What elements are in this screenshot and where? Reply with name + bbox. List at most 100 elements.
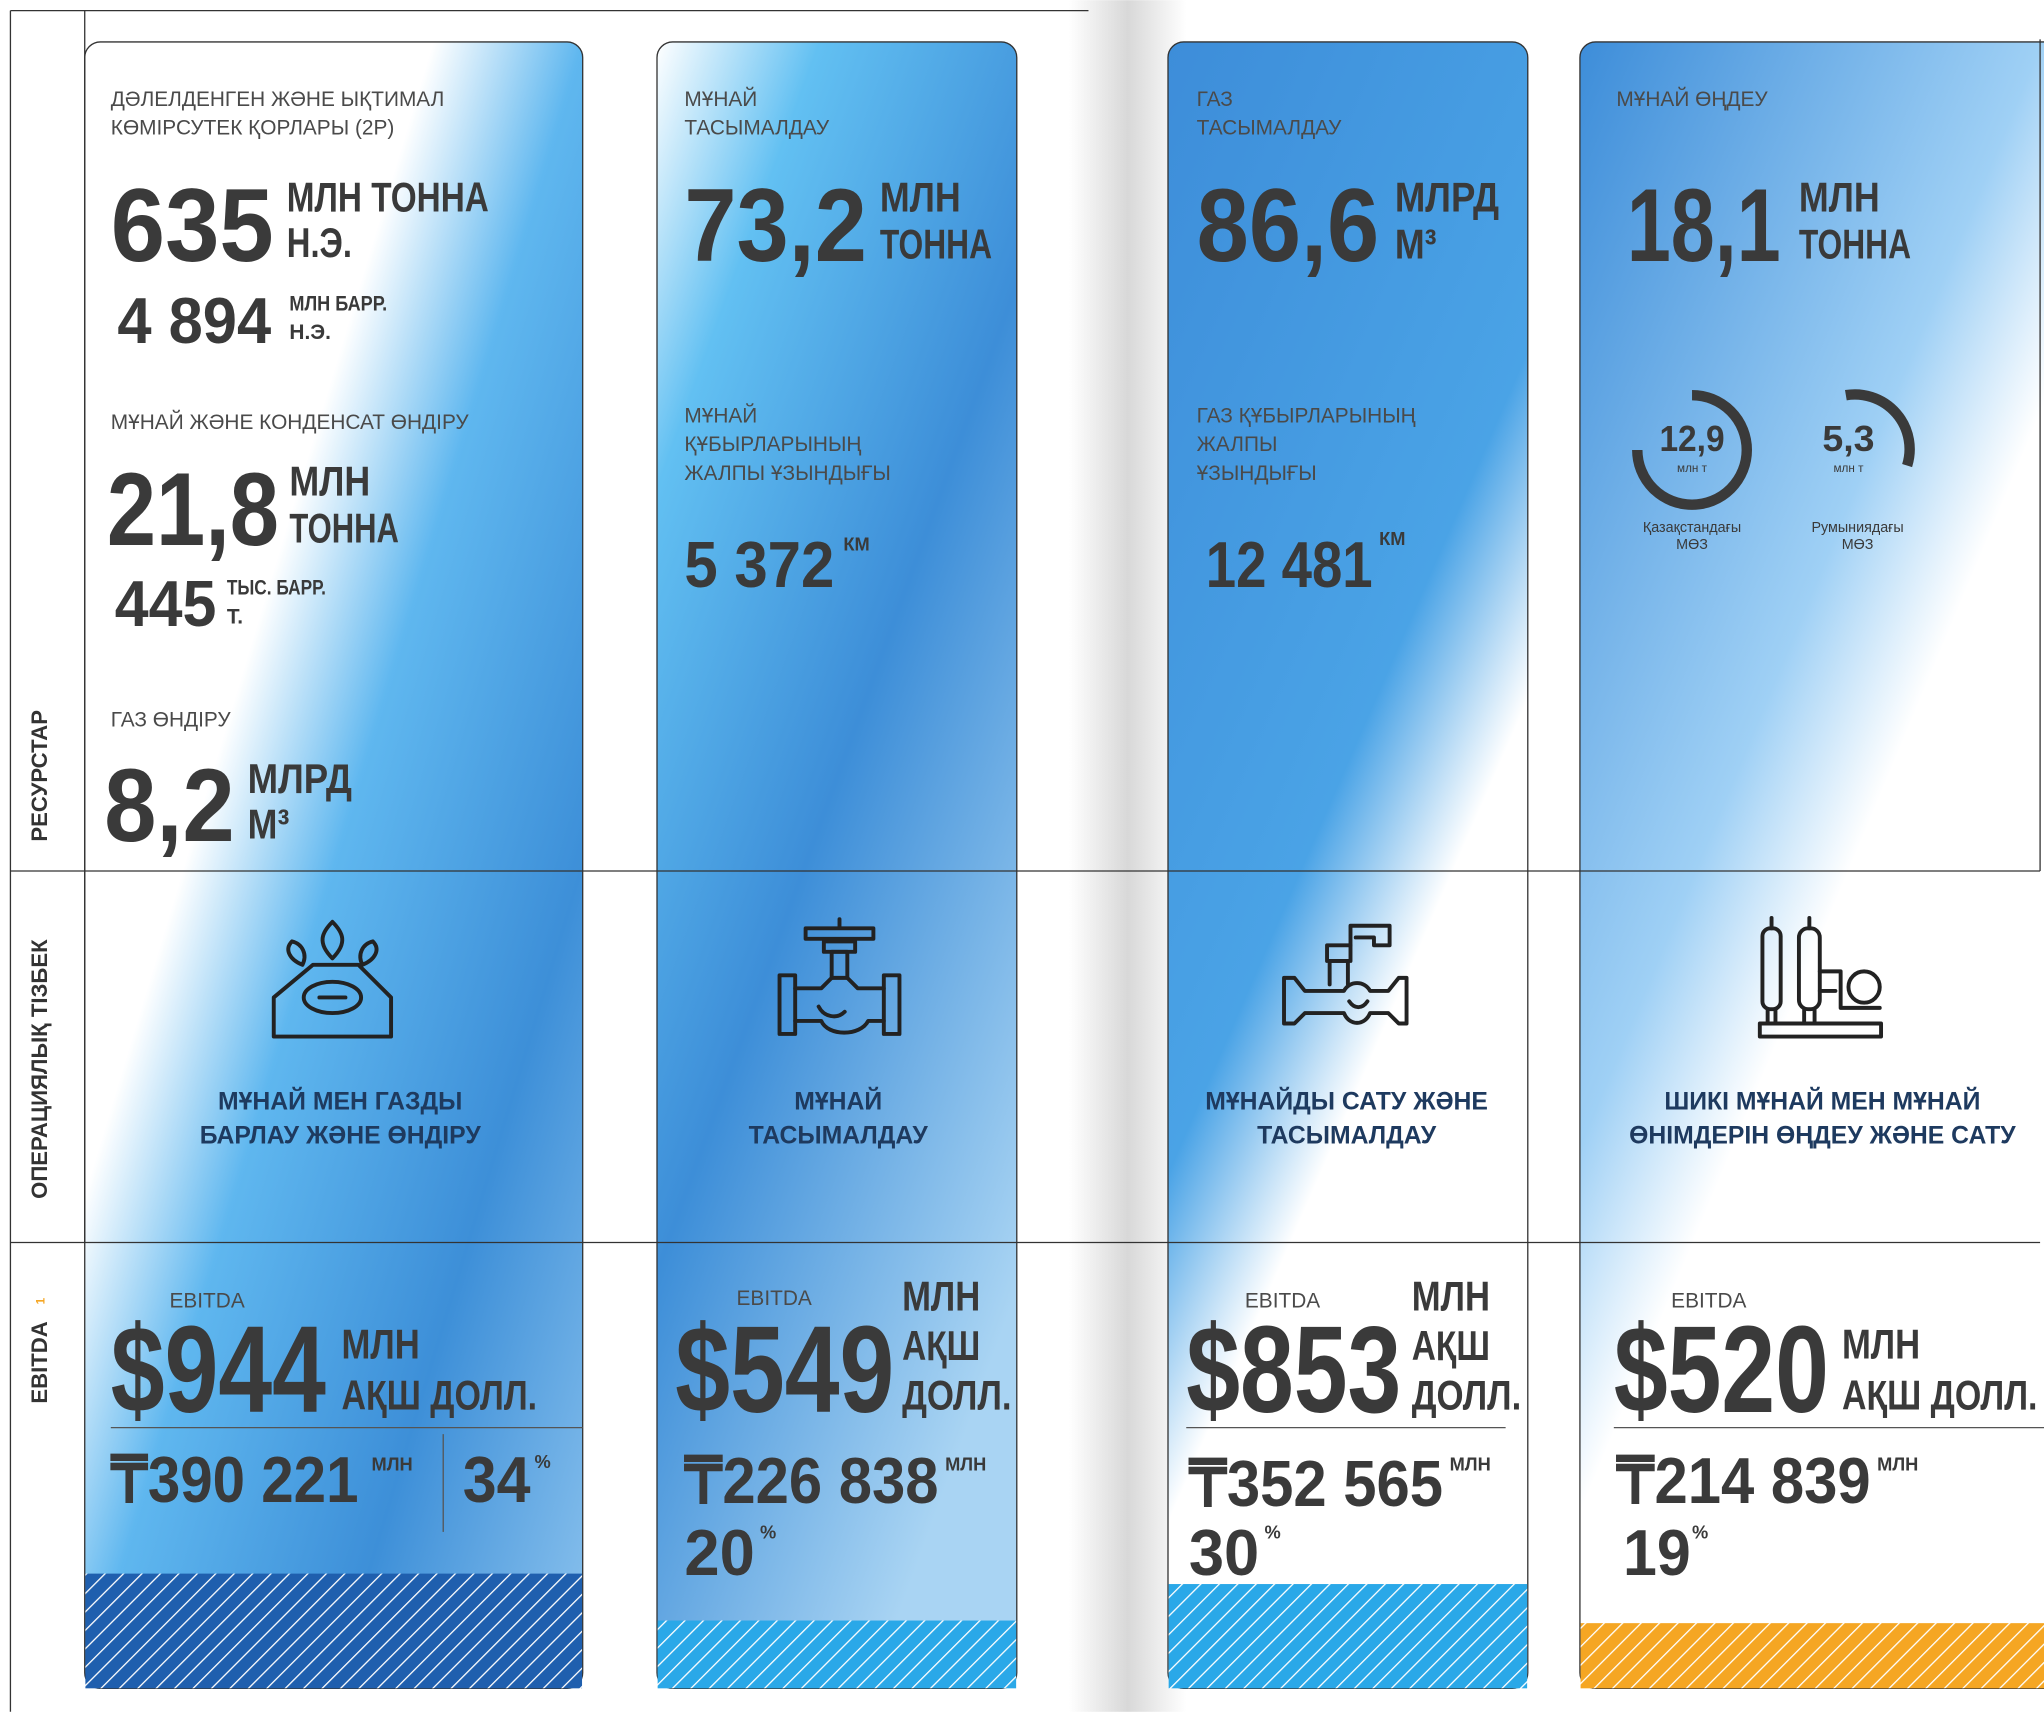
label: EBITDA xyxy=(169,1290,244,1313)
share: 34 xyxy=(463,1443,531,1516)
label: ҚҰБЫРЛАРЫНЫҢ xyxy=(684,433,861,456)
caption: МӨЗ xyxy=(1676,537,1708,553)
caption: Қазақстандағы xyxy=(1643,520,1741,536)
gauge xyxy=(1845,389,1915,468)
label: ГАЗ ӨНДІРУ xyxy=(111,708,232,731)
unit: АҚШ ДОЛЛ. xyxy=(1842,1371,2038,1418)
label: МҰНАЙ xyxy=(684,404,757,428)
row-label: РЕСУРСТАР xyxy=(27,710,52,842)
hatch xyxy=(85,1573,583,1689)
segment-title: БАРЛАУ ЖӘНЕ ӨНДІРУ xyxy=(200,1122,482,1149)
unit: % xyxy=(1692,1521,1708,1542)
label: ЖАЛПЫ ҰЗЫНДЫҒЫ xyxy=(684,462,891,485)
segment-title: МҰНАЙ МЕН ГАЗДЫ xyxy=(218,1088,462,1116)
hatch xyxy=(657,1620,1017,1689)
unit: МЛН ТОННА xyxy=(287,173,489,220)
column-bg xyxy=(1579,41,2044,1689)
label: ТАСЫМАЛДАУ xyxy=(684,116,829,139)
column-bg xyxy=(656,41,1018,1689)
unit: ТОННА xyxy=(1799,220,1911,267)
unit: МЛН xyxy=(372,1454,413,1475)
label: МҰНАЙ xyxy=(684,87,757,111)
unit: МЛН xyxy=(902,1272,980,1319)
frame xyxy=(9,9,2041,1712)
unit: МЛН xyxy=(1450,1454,1491,1475)
sub-value: 445 xyxy=(115,567,217,640)
share: 30 xyxy=(1189,1516,1259,1589)
unit: МЛН xyxy=(880,173,961,220)
segment-title: МҰНАЙ xyxy=(794,1088,882,1116)
label: МҰНАЙ ӨҢДЕУ xyxy=(1616,87,1768,111)
refinery-value: 5,3 xyxy=(1822,418,1874,459)
icon-drilling xyxy=(271,919,394,1039)
value: 86,6 xyxy=(1197,168,1380,284)
unit: Т. xyxy=(227,605,243,628)
value: $520 xyxy=(1614,1301,1829,1439)
unit: МЛРД xyxy=(248,755,352,802)
value: 73,2 xyxy=(684,168,867,284)
tenge: ₸226 838 xyxy=(683,1444,938,1517)
caption: МӨЗ xyxy=(1842,537,1874,553)
label: EBITDA xyxy=(1245,1290,1320,1313)
value: 8,2 xyxy=(104,748,234,864)
footnote: 1 xyxy=(34,1297,47,1304)
unit: ТОННА xyxy=(880,220,992,267)
unit: МЛН БАРР. xyxy=(289,292,387,315)
unit: млн т xyxy=(1833,462,1864,475)
unit: ДОЛЛ. xyxy=(1412,1371,1522,1418)
unit: АҚШ xyxy=(902,1322,980,1369)
unit: МЛН xyxy=(1799,173,1880,220)
tenge: ₸352 565 xyxy=(1188,1447,1443,1520)
unit: М³ xyxy=(248,800,290,847)
caption: Румыниядағы xyxy=(1811,520,1903,536)
value: $853 xyxy=(1186,1301,1401,1439)
unit: ТОННА xyxy=(289,504,399,551)
unit: % xyxy=(760,1521,776,1542)
value: 5 372 xyxy=(684,528,834,601)
value: 635 xyxy=(111,168,274,284)
unit: % xyxy=(1264,1521,1280,1542)
label: ГАЗ xyxy=(1197,88,1233,111)
segment-title: ТАСЫМАЛДАУ xyxy=(749,1122,929,1149)
unit: АҚШ xyxy=(1412,1322,1490,1369)
unit: МЛН xyxy=(289,458,370,505)
unit: Н.Э. xyxy=(289,321,330,344)
unit: % xyxy=(534,1451,550,1472)
unit: МЛРД xyxy=(1395,173,1499,220)
column-bg xyxy=(1167,41,1529,1689)
label: ЖАЛПЫ xyxy=(1197,433,1278,456)
value: $944 xyxy=(111,1301,326,1439)
icon-valve xyxy=(777,917,902,1036)
label: ҰЗЫНДЫҒЫ xyxy=(1197,462,1317,485)
unit: Н.Э. xyxy=(287,219,352,266)
label: ДӘЛЕЛДЕНГЕН ЖӘНЕ ЫҚТИМАЛ xyxy=(111,88,445,111)
value: 18,1 xyxy=(1627,168,1781,284)
label: МҰНАЙ ЖӘНЕ КОНДЕНСАТ ӨНДІРУ xyxy=(111,410,470,434)
unit: КМ xyxy=(1379,528,1405,549)
unit: М³ xyxy=(1395,220,1437,267)
unit: МЛН xyxy=(342,1321,420,1368)
icon-refinery xyxy=(1757,915,1884,1039)
share: 19 xyxy=(1623,1516,1691,1589)
tenge: ₸390 221 xyxy=(110,1443,359,1516)
value: $549 xyxy=(675,1301,894,1439)
sub-value: 4 894 xyxy=(117,284,271,357)
unit: АҚШ ДОЛЛ. xyxy=(342,1371,538,1418)
value: 21,8 xyxy=(107,452,279,568)
segment-title: ТАСЫМАЛДАУ xyxy=(1257,1122,1437,1149)
unit: ТЫС. БАРР. xyxy=(227,577,326,600)
gauge xyxy=(1632,389,1752,510)
row-label: ОПЕРАЦИЯЛЫҚ ТІЗБЕК xyxy=(27,939,52,1199)
value: 12 481 xyxy=(1206,528,1373,601)
label: EBITDA xyxy=(737,1287,812,1310)
label: КӨМІРСУТЕК ҚОРЛАРЫ (2P) xyxy=(111,116,395,139)
unit: МЛН xyxy=(1877,1454,1918,1475)
tenge: ₸214 839 xyxy=(1616,1444,1871,1517)
segment-title: ШИКІ МҰНАЙ МЕН МҰНАЙ xyxy=(1664,1088,1980,1116)
icon-gas-valve xyxy=(1282,923,1409,1026)
page-fold xyxy=(1068,0,1187,1712)
hatch xyxy=(1168,1584,1528,1689)
segment-title: МҰНАЙДЫ САТУ ЖӘНЕ xyxy=(1205,1088,1488,1116)
